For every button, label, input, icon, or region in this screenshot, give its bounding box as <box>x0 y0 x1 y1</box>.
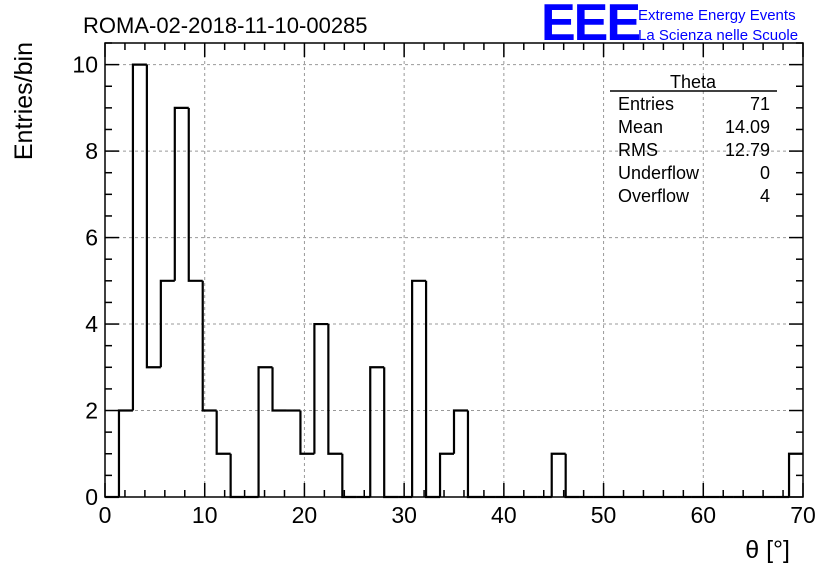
histogram-bin <box>159 279 175 368</box>
stats-row-value: 71 <box>750 94 770 114</box>
stats-row-value: 12.79 <box>725 140 770 160</box>
y-tick-label: 2 <box>85 398 98 424</box>
y-tick-label: 10 <box>72 52 98 78</box>
histogram-bin <box>145 64 161 369</box>
eee-logo: EEE Extreme Energy Events La Scienza nel… <box>541 0 798 52</box>
histogram-bin <box>201 280 217 412</box>
histogram-bin <box>257 366 273 497</box>
histogram-bin <box>299 410 315 455</box>
histogram-bin <box>313 322 329 454</box>
histogram-bin <box>131 63 147 411</box>
y-tick-label: 4 <box>85 311 98 337</box>
histogram-series <box>105 63 803 499</box>
x-axis-label: θ [°] <box>745 536 790 564</box>
histogram-bin <box>187 107 203 282</box>
axes <box>104 42 804 498</box>
stats-row-value: 0 <box>760 163 770 183</box>
logo-line-1: Extreme Energy Events <box>638 7 796 24</box>
histogram-bin <box>271 367 287 412</box>
chart-title: ROMA-02-2018-11-10-00285 <box>83 13 368 38</box>
histogram-bin <box>564 453 580 499</box>
stats-box: Theta Entries 71 Mean 14.09 RMS 12.79 Underflo… <box>610 72 777 206</box>
x-tick-label: 60 <box>690 502 716 528</box>
y-tick-label: 8 <box>85 138 98 164</box>
stats-rows: Entries 71 Mean 14.09 RMS 12.79 Underflow 0 Over… <box>618 94 770 206</box>
x-tick-label: 50 <box>591 502 617 528</box>
stats-row-label: Underflow <box>618 163 700 183</box>
histogram-bin <box>438 452 454 497</box>
histogram-bin <box>369 366 385 497</box>
eee-logo-mark: EEE <box>541 0 639 52</box>
x-tick-label: 30 <box>391 502 417 528</box>
histogram-bin <box>215 410 231 455</box>
plot-frame <box>104 42 804 498</box>
stats-row-label: Entries <box>618 94 674 114</box>
stats-row-value: 4 <box>760 186 770 206</box>
histogram-bin <box>411 279 427 497</box>
y-tick-label: 0 <box>85 484 98 510</box>
histogram-bin <box>424 280 441 499</box>
stats-row-value: 14.09 <box>725 117 770 137</box>
x-tick-label: 40 <box>491 502 517 528</box>
histogram-bin <box>327 324 343 455</box>
stats-title: Theta <box>670 72 717 92</box>
logo-line-2: La Scienza nelle Scuole <box>638 27 798 44</box>
x-tick-label: 0 <box>99 502 112 528</box>
stats-row-label: RMS <box>618 140 658 160</box>
histogram-bin <box>173 106 189 281</box>
histogram-bin <box>229 453 245 499</box>
x-tick-label: 10 <box>192 502 218 528</box>
stats-row-label: Overflow <box>618 186 690 206</box>
stats-row-label: Mean <box>618 117 663 137</box>
y-tick-label: 6 <box>85 225 98 251</box>
y-axis-label: Entries/bin <box>10 42 38 160</box>
histogram-bin <box>452 409 468 454</box>
x-tick-label: 70 <box>790 502 816 528</box>
histogram-bin <box>117 409 133 497</box>
x-tick-label: 20 <box>292 502 318 528</box>
histogram-bin <box>550 452 566 497</box>
histogram-bin <box>383 367 399 499</box>
histogram-bin <box>466 410 482 499</box>
